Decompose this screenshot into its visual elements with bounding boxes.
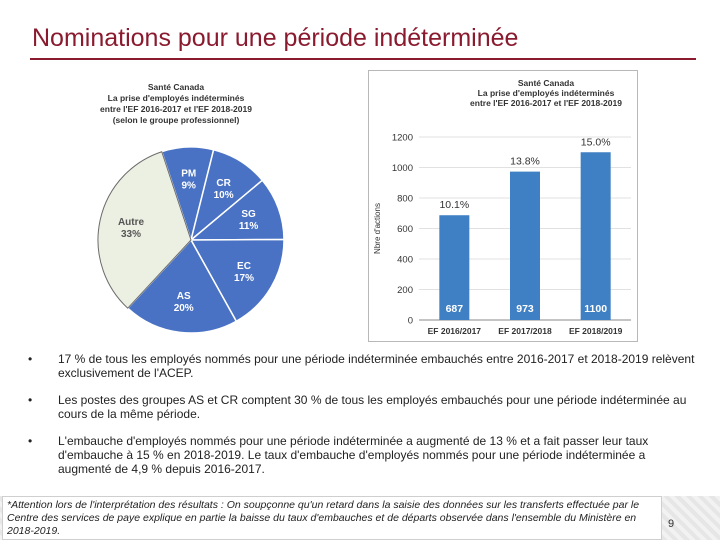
bullet-text: L'embauche d'employés nommés pour une pé…: [58, 434, 649, 476]
bar-category-label: EF 2018/2019: [569, 326, 623, 336]
pie-title-line: Santé Canada: [148, 82, 204, 92]
bar-value-label: 687: [446, 303, 464, 315]
pie-title-line: entre l'EF 2016-2017 et l'EF 2018-2019: [100, 104, 252, 114]
pie-label-category: PM: [181, 169, 196, 180]
bullet-item: • 17 % de tous les employés nommés pour u…: [28, 352, 700, 380]
bullet-text: 17 % de tous les employés nommés pour un…: [58, 352, 695, 380]
pie-slice-autre: [97, 151, 192, 309]
bar-ytick-label: 200: [397, 285, 413, 296]
bar-rate-label: 13.8%: [510, 156, 540, 168]
pie-label-percent: 17%: [234, 273, 254, 284]
pie-label-percent: 11%: [239, 221, 259, 232]
bullet-list: • 17 % de tous les employés nommés pour u…: [28, 352, 700, 489]
bar-ytick-label: 600: [397, 224, 413, 235]
bullet-item: • Les postes des groupes AS et CR compten…: [28, 393, 700, 421]
bar-rate-label: 15.0%: [581, 136, 611, 148]
bar-rect: [510, 171, 540, 320]
pie-label-percent: 33%: [121, 229, 141, 240]
bar-rect: [439, 215, 470, 320]
pie-label-percent: 9%: [181, 181, 196, 192]
pie-chart-panel: Santé Canada La prise d'employés indéterm…: [88, 78, 318, 340]
bar-ytick-label: 400: [397, 255, 413, 266]
pie-label-category: AS: [177, 291, 191, 302]
pie-label-percent: 10%: [214, 190, 234, 201]
bar-ytick-label: 0: [408, 316, 413, 327]
pie-label-category: SG: [241, 209, 256, 220]
page-title: Nominations pour une période indéterminé…: [32, 24, 519, 52]
bar-value-label: 1100: [584, 303, 607, 315]
bar-y-axis-label: Nbre d'actions: [373, 203, 382, 254]
pie-slice-ec: [189, 238, 285, 323]
bar-category-label: EF 2017/2018: [498, 326, 552, 336]
pie-title-line: La prise d'employés indéterminés: [108, 93, 245, 103]
bar-rate-label: 10.1%: [439, 199, 469, 211]
bar-rect: [580, 152, 611, 320]
bar-category-label: EF 2016/2017: [428, 326, 482, 336]
bar-title-line: Santé Canada: [518, 78, 574, 88]
bar-title-line: entre l'EF 2016-2017 et l'EF 2018-2019: [470, 98, 622, 108]
bullet-marker: •: [28, 434, 33, 448]
bar-chart-panel: Santé Canada La prise d'employés indéterm…: [368, 70, 638, 342]
bar-ytick-label: 1200: [392, 133, 413, 144]
bar-ytick-label: 1000: [392, 163, 413, 174]
pie-title-line: (selon le groupe professionnel): [113, 115, 240, 125]
bullet-marker: •: [28, 393, 33, 407]
bullet-text: Les postes des groupes AS et CR comptent…: [58, 393, 687, 421]
bar-title-line: La prise d'employés indéterminés: [478, 88, 615, 98]
bar-value-label: 973: [516, 303, 534, 315]
pie-slice-as: [126, 238, 238, 334]
pie-label-percent: 20%: [174, 303, 194, 314]
pie-label-category: Autre: [118, 217, 145, 228]
bar-ytick-label: 800: [397, 194, 413, 205]
title-underline: [30, 58, 696, 60]
bullet-item: • L'embauche d'employés nommés pour une p…: [28, 434, 700, 476]
pie-label-category: EC: [237, 261, 251, 272]
footnote: *Attention lors de l'interprétation des …: [2, 496, 662, 540]
bullet-marker: •: [28, 352, 33, 366]
pie-label-category: CR: [216, 178, 231, 189]
page-number: 9: [668, 518, 675, 530]
